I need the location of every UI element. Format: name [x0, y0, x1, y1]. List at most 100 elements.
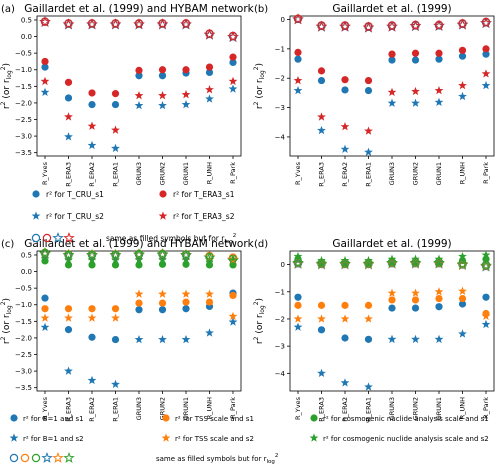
legend-label: r² for B=1 and s2 — [23, 435, 84, 443]
legend-note-sub: log — [266, 459, 274, 465]
data-point — [433, 19, 445, 31]
data-point — [388, 304, 396, 312]
panel-c: (c) Gaillardet et al. (1999) and HYBAM ne… — [0, 238, 255, 422]
data-point — [133, 248, 145, 260]
legend-marker — [10, 414, 18, 422]
legend-note-sup: 2 — [275, 453, 279, 459]
data-point — [64, 305, 73, 313]
data-point — [87, 375, 97, 385]
data-point — [88, 261, 96, 269]
data-point — [294, 55, 302, 63]
legend-marker — [162, 414, 170, 422]
data-point — [40, 313, 50, 322]
y-tick-label: −2.5 — [15, 116, 32, 124]
x-tick-label: R_Park — [229, 397, 237, 419]
legend-marker — [52, 231, 64, 243]
data-point — [228, 84, 238, 93]
data-point — [158, 66, 167, 74]
panel-title: Gaillardet et al. (1999) — [332, 238, 451, 250]
x-tick-label: R_Park — [482, 397, 490, 419]
data-point — [227, 254, 239, 266]
x-tick-label: GRUN3 — [135, 397, 143, 420]
legend-note-sub: log — [224, 239, 232, 245]
legend-marker — [309, 433, 319, 442]
y-axis-label-part: log — [259, 70, 266, 79]
data-point — [364, 314, 373, 323]
y-axis-label: r2 (or rlog2) — [0, 298, 13, 344]
y-axis-label-part: 2 — [253, 66, 260, 70]
data-point — [317, 125, 326, 135]
x-tick-label: R_Yves — [41, 161, 49, 185]
data-point — [158, 72, 167, 80]
data-point — [386, 256, 398, 268]
panel-letter: (d) — [254, 239, 268, 250]
data-point — [317, 112, 326, 121]
data-point — [109, 18, 122, 30]
data-point — [205, 94, 214, 103]
y-axis-label-part: (or r — [255, 314, 265, 336]
data-point — [111, 379, 120, 389]
data-point — [340, 144, 350, 153]
x-tick-label: R_ERA1 — [112, 162, 120, 187]
y-tick-label: 0.0 — [21, 268, 32, 276]
data-point — [39, 15, 51, 27]
data-point — [40, 322, 50, 332]
y-tick-label: −1.5 — [15, 83, 32, 91]
legend-marker — [63, 451, 75, 463]
y-tick-label: −2 — [275, 75, 285, 83]
x-tick-label: R_ERA3 — [65, 162, 73, 187]
data-point — [434, 85, 444, 95]
data-point — [409, 19, 422, 31]
data-point — [111, 305, 120, 313]
legend-label: r² for T_CRU_s2 — [46, 212, 104, 221]
x-tick-label: GRUN3 — [388, 162, 396, 185]
data-point — [293, 314, 303, 323]
y-axis-label-part: r — [255, 340, 265, 344]
data-point — [64, 78, 73, 86]
y-tick-label: −2.5 — [15, 351, 32, 359]
x-tick-label: R_ERA2 — [88, 162, 96, 187]
data-point — [317, 76, 326, 85]
y-tick-label: −4 — [275, 370, 286, 378]
legend-marker — [42, 233, 52, 243]
x-tick-label: GRUN2 — [159, 162, 167, 185]
legend-c: r² for B=1 and s1 r² for TSS scale and s1… — [9, 414, 489, 465]
data-point — [64, 132, 73, 141]
data-point — [64, 261, 73, 269]
data-point — [341, 301, 349, 309]
data-point — [135, 72, 143, 80]
x-tick-label: R_ERA2 — [341, 162, 349, 187]
data-point — [364, 382, 373, 391]
data-point — [111, 261, 120, 269]
data-point — [158, 91, 167, 100]
legend-marker — [159, 190, 167, 198]
data-point — [156, 248, 169, 260]
data-point — [64, 313, 73, 322]
data-point — [62, 18, 75, 30]
data-point — [205, 68, 214, 76]
data-point — [86, 248, 98, 260]
data-point — [411, 86, 420, 96]
data-point — [40, 76, 50, 86]
data-point — [134, 100, 144, 110]
y-axis-label-part: ) — [2, 63, 12, 67]
data-point — [39, 247, 51, 259]
data-point — [364, 301, 373, 309]
panel-letter: (a) — [1, 4, 15, 15]
x-tick-label: GRUN1 — [435, 162, 443, 185]
y-tick-label: −3.0 — [15, 133, 32, 141]
y-tick-label: −1 — [275, 45, 285, 53]
data-point — [341, 76, 349, 84]
data-point — [458, 251, 467, 261]
data-point — [180, 248, 192, 260]
data-point — [292, 256, 304, 268]
legend-marker — [9, 453, 19, 463]
data-point — [111, 143, 120, 153]
data-point — [411, 304, 420, 312]
data-point — [317, 314, 326, 323]
data-point — [228, 76, 238, 86]
x-tick-label: R_UNH — [459, 162, 467, 184]
data-point — [88, 305, 96, 313]
legend-marker — [63, 231, 75, 243]
data-point — [229, 291, 237, 300]
